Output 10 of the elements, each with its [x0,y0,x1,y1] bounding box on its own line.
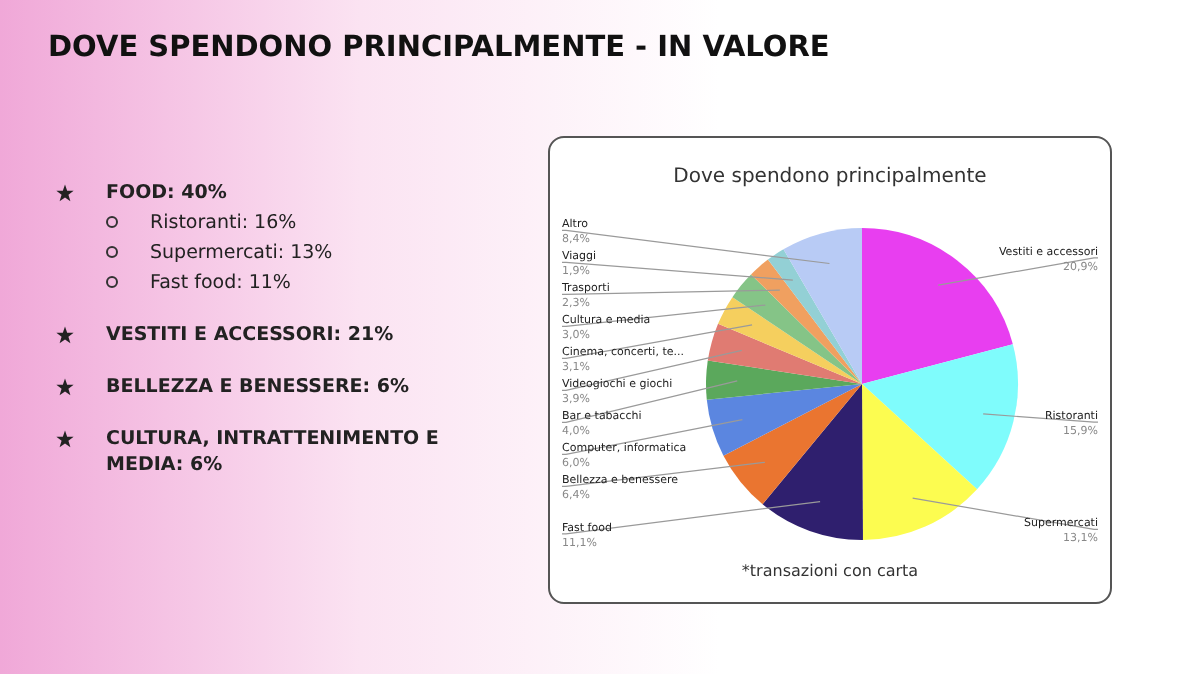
text: Supermercati: 13% [150,240,333,266]
chart-subtitle: Dove spendono principalmente [671,166,989,188]
chart-title: DOVE SPENDONO PRINCIPALMENTE - IN VALORE [48,32,830,64]
text: FOOD: 40% [106,180,227,206]
text: CULTURA, INTRATTENIMENTO E MEDIA: 6% [106,426,441,478]
text: Fast food: 11% [150,270,291,296]
text: VESTITI E ACCESSORI: 21% [106,322,394,348]
text: Ristoranti: 16% [150,210,297,236]
text: BELLEZZA E BENESSERE: 6% [106,374,410,400]
text: *transazioni con carta [739,562,921,580]
